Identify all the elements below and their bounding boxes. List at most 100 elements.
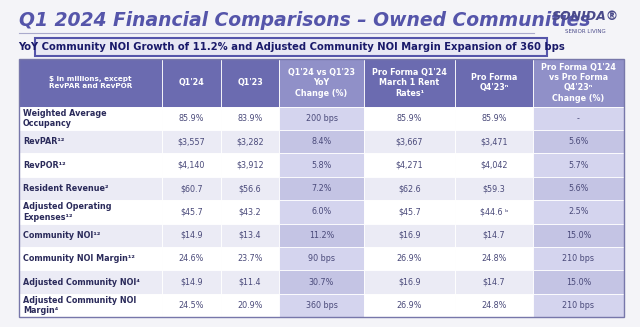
Text: 8.4%: 8.4% <box>312 137 332 146</box>
Text: 5.6%: 5.6% <box>568 184 589 193</box>
Text: $3,557: $3,557 <box>178 137 205 146</box>
Bar <box>19 294 163 317</box>
Text: 23.7%: 23.7% <box>237 254 263 263</box>
Bar <box>533 153 624 177</box>
Text: 5.8%: 5.8% <box>312 161 332 170</box>
Text: 90 bps: 90 bps <box>308 254 335 263</box>
Text: Adjusted Operating
Expenses¹²: Adjusted Operating Expenses¹² <box>23 202 111 222</box>
Text: Q1'24: Q1'24 <box>179 78 204 87</box>
Text: 24.8%: 24.8% <box>481 301 507 310</box>
Bar <box>455 59 533 107</box>
Bar <box>533 200 624 224</box>
Bar <box>19 59 163 107</box>
Bar <box>19 224 163 247</box>
Bar <box>533 130 624 153</box>
Bar <box>364 200 455 224</box>
Bar <box>221 153 279 177</box>
Bar <box>364 247 455 270</box>
Text: RevPAR¹²: RevPAR¹² <box>23 137 65 146</box>
Bar <box>163 200 221 224</box>
Text: $14.9: $14.9 <box>180 278 203 286</box>
Bar <box>364 224 455 247</box>
Bar <box>455 153 533 177</box>
Text: $11.4: $11.4 <box>239 278 261 286</box>
Bar <box>364 153 455 177</box>
Text: $16.9: $16.9 <box>398 278 420 286</box>
Text: Pro Forma Q1'24
March 1 Rent
Rates¹: Pro Forma Q1'24 March 1 Rent Rates¹ <box>372 68 447 98</box>
Bar <box>279 107 364 130</box>
Text: Community NOI Margin¹²: Community NOI Margin¹² <box>23 254 135 263</box>
Text: $45.7: $45.7 <box>180 207 203 216</box>
Text: 2.5%: 2.5% <box>568 207 589 216</box>
Text: YoY Community NOI Growth of 11.2% and Adjusted Community NOI Margin Expansion of: YoY Community NOI Growth of 11.2% and Ad… <box>18 42 564 52</box>
Bar <box>533 294 624 317</box>
Text: 24.8%: 24.8% <box>481 254 507 263</box>
Text: $14.7: $14.7 <box>483 278 505 286</box>
Text: -: - <box>577 114 580 123</box>
Bar <box>533 224 624 247</box>
Text: 210 bps: 210 bps <box>563 301 595 310</box>
Text: 11.2%: 11.2% <box>309 231 334 240</box>
Bar <box>221 177 279 200</box>
Bar <box>364 107 455 130</box>
Bar <box>221 59 279 107</box>
Text: SONIDA®: SONIDA® <box>552 10 620 23</box>
Bar <box>221 107 279 130</box>
Bar <box>221 224 279 247</box>
Bar <box>163 130 221 153</box>
Bar <box>364 59 455 107</box>
Bar <box>364 270 455 294</box>
Bar <box>19 247 163 270</box>
Text: 15.0%: 15.0% <box>566 231 591 240</box>
Text: 24.5%: 24.5% <box>179 301 204 310</box>
Bar <box>19 177 163 200</box>
Text: $ in millions, except
RevPAR and RevPOR: $ in millions, except RevPAR and RevPOR <box>49 76 132 89</box>
Bar <box>279 270 364 294</box>
Bar <box>19 270 163 294</box>
Text: 24.6%: 24.6% <box>179 254 204 263</box>
Bar <box>533 270 624 294</box>
Text: Resident Revenue²: Resident Revenue² <box>23 184 109 193</box>
Bar <box>455 247 533 270</box>
Bar <box>19 130 163 153</box>
Text: Pro Forma Q1'24
vs Pro Forma
Q4'23ⁿ
Change (%): Pro Forma Q1'24 vs Pro Forma Q4'23ⁿ Chan… <box>541 63 616 103</box>
Bar <box>533 107 624 130</box>
Bar <box>364 130 455 153</box>
Bar <box>163 107 221 130</box>
Bar <box>19 153 163 177</box>
Bar <box>279 153 364 177</box>
Bar <box>279 59 364 107</box>
Bar <box>364 177 455 200</box>
Text: SENIOR LIVING: SENIOR LIVING <box>565 29 606 34</box>
Bar <box>279 247 364 270</box>
Text: $4,271: $4,271 <box>396 161 423 170</box>
Text: Q1'24 vs Q1'23
YoY
Change (%): Q1'24 vs Q1'23 YoY Change (%) <box>288 68 355 98</box>
Text: 20.9%: 20.9% <box>237 301 263 310</box>
Text: 200 bps: 200 bps <box>306 114 338 123</box>
Text: 85.9%: 85.9% <box>481 114 507 123</box>
Text: 26.9%: 26.9% <box>397 301 422 310</box>
Bar <box>455 224 533 247</box>
Bar <box>163 153 221 177</box>
Text: 83.9%: 83.9% <box>237 114 263 123</box>
Bar <box>455 200 533 224</box>
Text: 5.6%: 5.6% <box>568 137 589 146</box>
Text: $4,042: $4,042 <box>480 161 508 170</box>
Text: 210 bps: 210 bps <box>563 254 595 263</box>
Bar <box>455 177 533 200</box>
Text: $56.6: $56.6 <box>239 184 261 193</box>
Bar <box>533 247 624 270</box>
Bar <box>163 224 221 247</box>
Text: 26.9%: 26.9% <box>397 254 422 263</box>
Bar <box>163 177 221 200</box>
Text: Q1'23: Q1'23 <box>237 78 263 87</box>
Bar <box>221 200 279 224</box>
Text: 85.9%: 85.9% <box>179 114 204 123</box>
Text: Adjusted Community NOI⁴: Adjusted Community NOI⁴ <box>23 278 140 286</box>
Bar <box>455 270 533 294</box>
Text: 360 bps: 360 bps <box>306 301 337 310</box>
Text: $60.7: $60.7 <box>180 184 203 193</box>
Bar <box>163 270 221 294</box>
Bar <box>455 130 533 153</box>
Text: $14.7: $14.7 <box>483 231 505 240</box>
